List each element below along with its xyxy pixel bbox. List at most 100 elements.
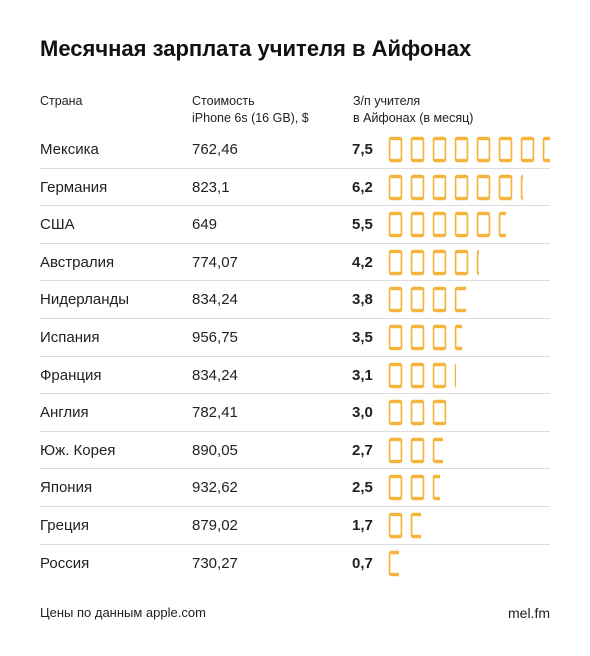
country-name: Германия xyxy=(40,178,108,196)
iphone-price: 879,02 xyxy=(192,516,238,534)
table-row: Франция 834,24 3,1 xyxy=(40,357,550,395)
table-row: Австралия 774,07 4,2 xyxy=(40,244,550,282)
salary-in-iphones: 7,5 xyxy=(352,141,373,158)
iphone-mark xyxy=(410,249,425,276)
iphone-icon xyxy=(410,362,425,388)
iphone-mark xyxy=(454,136,469,163)
iphone-mark xyxy=(410,399,425,426)
iphone-icon xyxy=(432,324,447,351)
iphone-mark xyxy=(432,174,447,201)
iphone-mark xyxy=(432,211,447,238)
iphone-icon xyxy=(432,287,447,313)
data-table: Мексика 762,46 7,5 Германия 823,1 6,2 США 649 5,… xyxy=(40,131,550,582)
table-row: Юж. Корея 890,05 2,7 xyxy=(40,432,550,470)
country-name: Испания xyxy=(40,328,100,346)
iphone-mark xyxy=(410,474,425,501)
iphone-icon xyxy=(432,475,440,501)
iphone-mark xyxy=(432,362,447,389)
iphone-price: 730,27 xyxy=(192,554,238,572)
iphone-icon xyxy=(432,174,447,200)
iphone-price: 932,62 xyxy=(192,479,238,497)
iphone-mark xyxy=(410,136,425,163)
iphone-mark-partial xyxy=(410,512,421,539)
iphone-icon xyxy=(388,550,399,576)
iphone-mark xyxy=(410,174,425,201)
country-name: Греция xyxy=(40,516,90,534)
iphone-icon xyxy=(410,437,425,463)
iphone-mark xyxy=(388,286,403,313)
iphone-mark xyxy=(410,324,425,351)
iphone-icon xyxy=(410,324,425,351)
header-cost-line2: iPhone 6s (16 GB), $ xyxy=(192,111,309,125)
iphone-mark xyxy=(388,362,403,389)
salary-in-iphones: 3,5 xyxy=(352,328,373,346)
iphone-mark-partial xyxy=(432,474,440,501)
iphone-icon xyxy=(498,211,506,238)
source-note: Цены по данным apple.com xyxy=(40,605,206,620)
iphone-price: 762,46 xyxy=(192,141,238,158)
iphone-price: 649 xyxy=(192,216,218,234)
iphone-icon xyxy=(498,174,513,200)
chart-title: Месячная зарплата учителя в Айфонах xyxy=(40,36,472,61)
iphone-price: 834,24 xyxy=(192,291,238,309)
iphone-icon xyxy=(388,362,403,388)
iphone-mark-partial xyxy=(432,437,443,464)
iphone-icon xyxy=(454,136,469,163)
iphone-mark xyxy=(432,399,447,426)
iphone-mark xyxy=(410,211,425,238)
iphone-price: 834,24 xyxy=(192,366,238,384)
iphone-mark-partial xyxy=(498,211,506,238)
iphone-mark-partial xyxy=(454,362,456,389)
iphone-icon xyxy=(476,211,491,238)
salary-in-iphones: 3,1 xyxy=(352,366,373,384)
iphone-mark-partial xyxy=(454,324,462,351)
iphone-mark xyxy=(410,437,425,464)
country-name: Англия xyxy=(40,404,89,422)
iphone-icon xyxy=(454,174,469,200)
header-cost-line1: Стоимость xyxy=(192,94,255,108)
iphone-mark xyxy=(388,437,403,464)
country-name: Мексика xyxy=(40,141,99,158)
iphone-icon xyxy=(454,362,456,388)
iphone-mark xyxy=(388,136,403,163)
iphone-mark xyxy=(388,474,403,501)
iphone-price: 890,05 xyxy=(192,441,238,459)
iphone-mark xyxy=(432,286,447,313)
iphone-mark xyxy=(498,136,513,163)
salary-in-iphones: 3,0 xyxy=(352,404,373,422)
iphone-icon xyxy=(454,324,462,351)
salary-in-iphones: 4,2 xyxy=(352,253,373,271)
salary-in-iphones: 2,7 xyxy=(352,441,373,459)
iphone-icon xyxy=(432,437,443,463)
iphone-icon xyxy=(498,136,513,163)
country-name: Нидерланды xyxy=(40,291,130,309)
iphone-mark xyxy=(476,136,491,163)
iphone-icon xyxy=(410,512,421,539)
iphone-mark xyxy=(498,174,513,201)
salary-in-iphones: 5,5 xyxy=(352,216,373,234)
iphone-mark xyxy=(454,249,469,276)
salary-in-iphones: 3,8 xyxy=(352,291,373,309)
table-row: Япония 932,62 2,5 xyxy=(40,469,550,507)
iphone-mark-partial xyxy=(388,550,399,577)
iphone-icon xyxy=(432,362,447,388)
table-row: Испания 956,75 3,5 xyxy=(40,319,550,357)
iphone-mark xyxy=(388,211,403,238)
iphone-icon xyxy=(432,249,447,276)
iphone-mark xyxy=(454,174,469,201)
iphone-icon xyxy=(410,399,425,426)
iphone-mark xyxy=(388,324,403,351)
iphone-mark-partial xyxy=(454,286,466,313)
iphone-mark xyxy=(476,211,491,238)
iphone-icon xyxy=(388,399,403,426)
iphone-mark-partial xyxy=(542,136,550,163)
iphone-mark xyxy=(432,249,447,276)
iphone-mark xyxy=(388,249,403,276)
iphone-icon xyxy=(476,136,491,163)
iphone-price: 774,07 xyxy=(192,253,238,271)
iphone-icon xyxy=(454,287,466,313)
iphone-icon xyxy=(542,136,550,163)
iphone-icon xyxy=(410,174,425,200)
iphone-icon xyxy=(388,287,403,313)
table-row: Германия 823,1 6,2 xyxy=(40,169,550,207)
